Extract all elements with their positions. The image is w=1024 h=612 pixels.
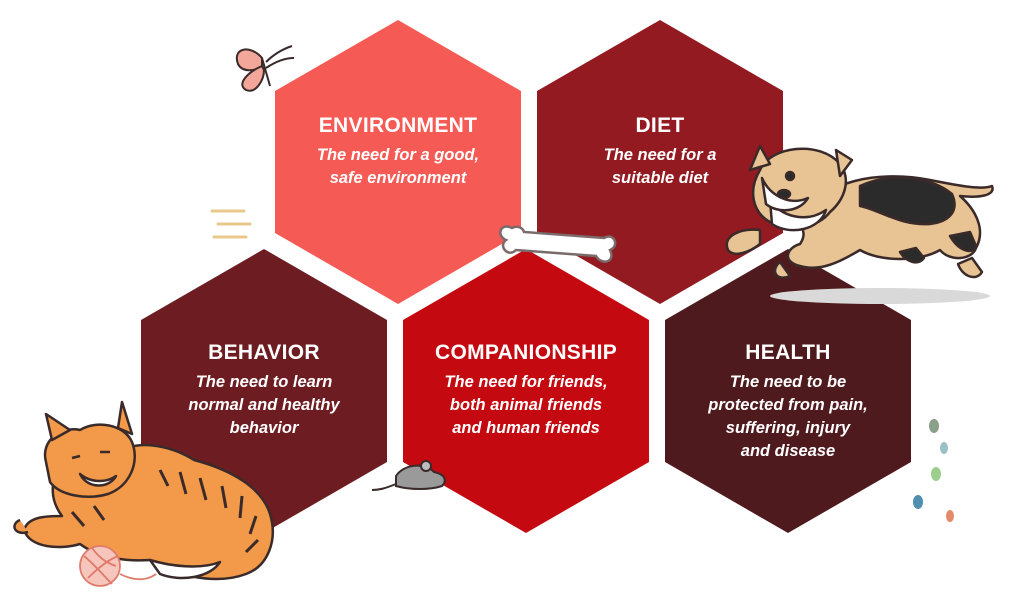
- dog-illustration: [725, 144, 994, 304]
- yarn-ball-icon: [79, 545, 157, 587]
- bone-icon: [499, 225, 617, 263]
- mouse-icon: [371, 460, 446, 491]
- confetti-dots-icon: [913, 419, 954, 522]
- cat-illustration: [13, 400, 274, 581]
- hex-health: [665, 249, 911, 533]
- hex-environment: [275, 20, 521, 304]
- hex-companionship: [403, 249, 649, 533]
- motion-lines-icon: [210, 209, 252, 239]
- butterfly-icon: [235, 45, 295, 92]
- hex-diet: [537, 20, 783, 304]
